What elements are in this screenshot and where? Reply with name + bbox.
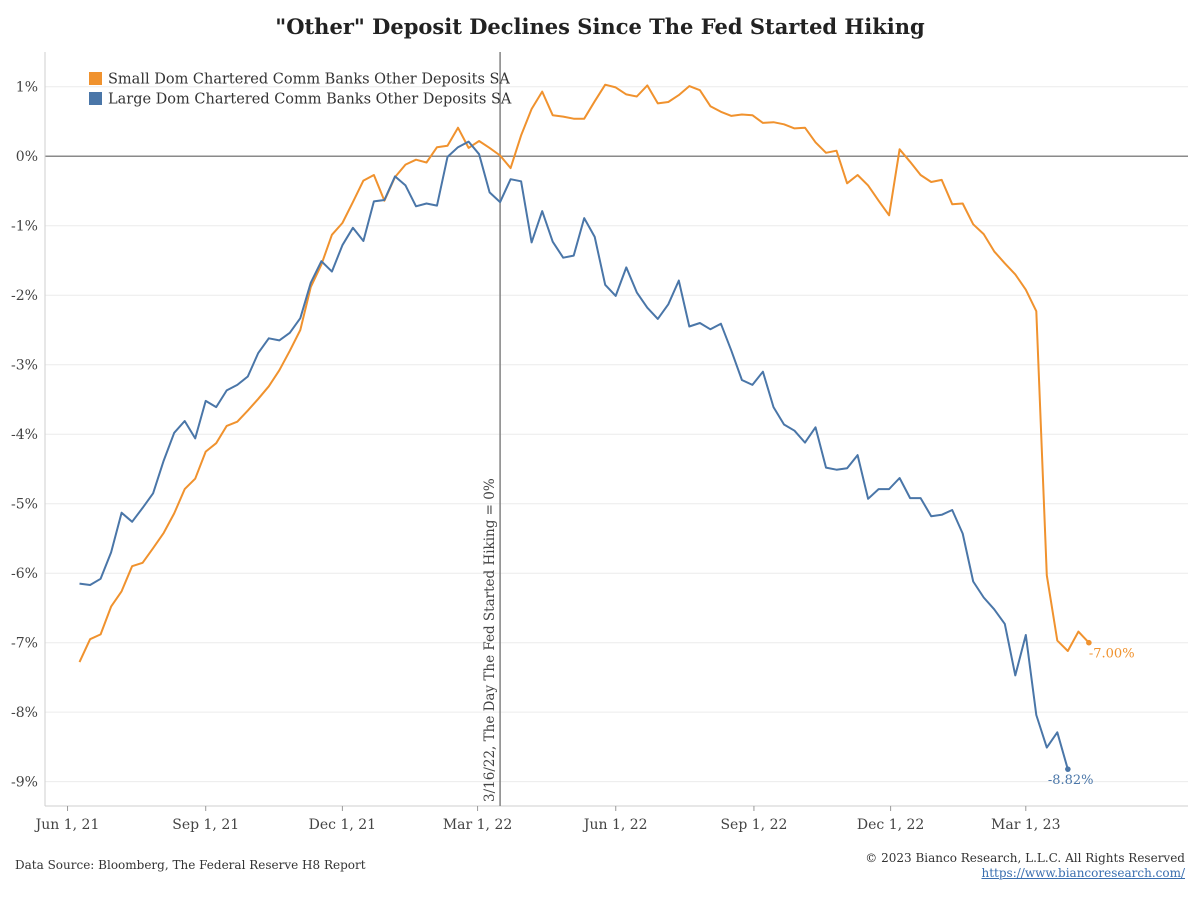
y-tick-label: 1%	[16, 80, 38, 96]
series-end-point	[1065, 766, 1071, 772]
x-tick-label: Jun 1, 21	[34, 817, 100, 833]
series-line-small-banks	[78, 83, 1090, 663]
copyright-block: © 2023 Bianco Research, L.L.C. All Right…	[865, 851, 1185, 881]
chart-title: "Other" Deposit Declines Since The Fed S…	[275, 14, 925, 39]
y-tick-label: -8%	[11, 705, 38, 721]
x-tick-label: Sep 1, 21	[172, 817, 239, 833]
legend-label: Large Dom Chartered Comm Banks Other Dep…	[108, 92, 512, 108]
fed-hike-label: 3/16/22, The Day The Fed Started Hiking …	[482, 478, 498, 802]
y-tick-label: -7%	[11, 636, 38, 652]
x-tick-label: Mar 1, 23	[991, 817, 1060, 833]
series-end-label: -7.00%	[1089, 647, 1135, 662]
legend-label: Small Dom Chartered Comm Banks Other Dep…	[108, 72, 510, 88]
y-tick-label: -9%	[11, 775, 38, 791]
y-axis: 1% 0% -1% -2% -3% -4% -5% -6% -7% -8% -9%	[11, 80, 38, 791]
x-axis: Jun 1, 21 Sep 1, 21 Dec 1, 21 Mar 1, 22 Jun …	[34, 806, 1061, 833]
legend-swatch	[89, 72, 102, 85]
series-end-point	[1086, 639, 1092, 646]
gridlines	[44, 52, 1188, 807]
x-tick-label: Dec 1, 21	[309, 817, 376, 833]
x-tick-label: Mar 1, 22	[443, 817, 512, 833]
y-tick-label: -3%	[11, 358, 38, 374]
copyright-text: © 2023 Bianco Research, L.L.C. All Right…	[865, 851, 1185, 865]
y-tick-label: -2%	[11, 288, 38, 304]
x-tick-label: Sep 1, 22	[720, 817, 787, 833]
series-lines: -7.00% -8.82%	[78, 83, 1135, 788]
y-tick-label: -6%	[11, 566, 38, 582]
series-line-large-banks	[79, 140, 1069, 770]
y-tick-label: -1%	[11, 219, 38, 235]
y-tick-label: -5%	[11, 497, 38, 513]
series-end-label: -8.82%	[1048, 773, 1094, 788]
x-tick-label: Dec 1, 22	[857, 817, 924, 833]
legend: Small Dom Chartered Comm Banks Other Dep…	[89, 72, 512, 108]
x-tick-label: Jun 1, 22	[582, 817, 648, 833]
data-source: Data Source: Bloomberg, The Federal Rese…	[15, 858, 366, 872]
legend-swatch	[89, 92, 102, 105]
y-tick-label: -4%	[11, 427, 38, 443]
website-link[interactable]: https://www.biancoresearch.com/	[981, 866, 1185, 880]
y-tick-label: 0%	[16, 149, 38, 165]
fed-hike-marker: 3/16/22, The Day The Fed Started Hiking …	[482, 52, 501, 806]
